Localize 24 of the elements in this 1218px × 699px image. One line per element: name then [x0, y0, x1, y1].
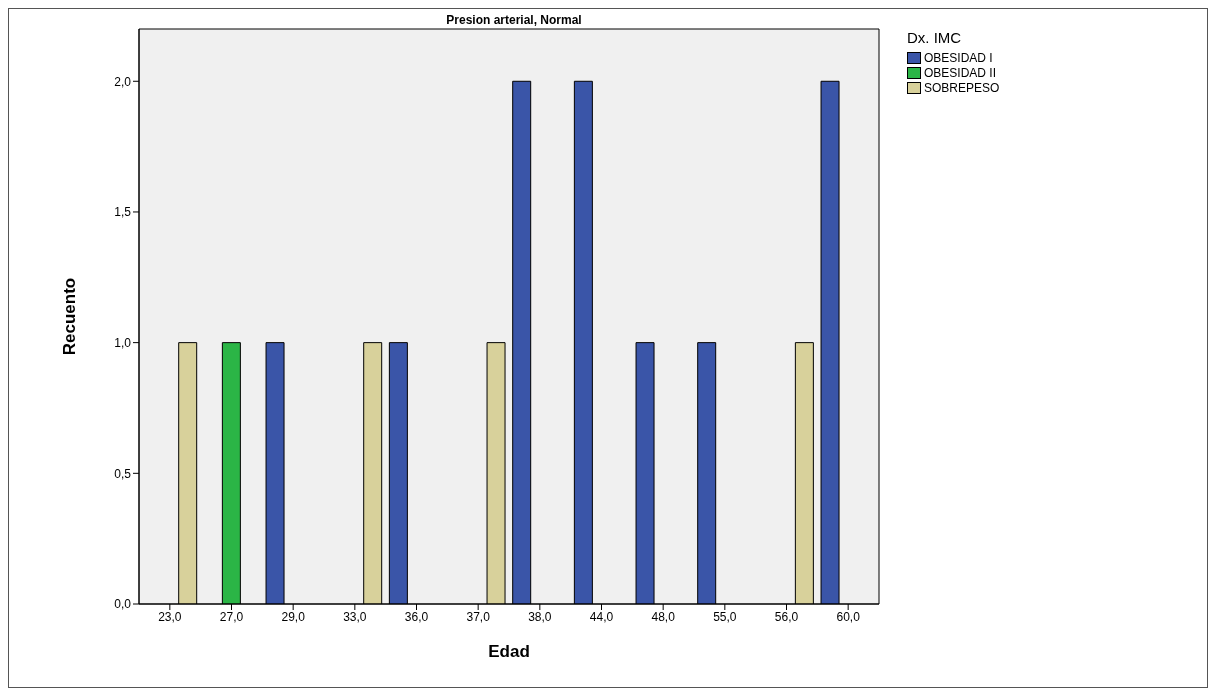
x-tick-label: 55,0 — [713, 609, 737, 624]
x-tick-label: 38,0 — [528, 609, 552, 624]
y-tick-label: 1,5 — [114, 205, 132, 220]
x-tick-label: 48,0 — [651, 609, 676, 624]
y-tick-label: 0,0 — [114, 597, 132, 612]
legend-label: OBESIDAD I — [924, 50, 993, 65]
x-tick-label: 37,0 — [466, 609, 491, 624]
y-tick-label: 1,0 — [114, 335, 132, 350]
x-tick-label: 23,0 — [158, 609, 182, 624]
chart-title: Presion arterial, Normal — [445, 13, 583, 27]
y-tick-label: 0,5 — [114, 466, 132, 481]
legend-title: Dx. IMC — [907, 29, 963, 46]
y-axis-title: Recuento — [60, 277, 80, 356]
legend-label: SOBREPESO — [924, 80, 1000, 95]
y-tick-label: 2,0 — [114, 74, 132, 89]
x-axis-title: Edad — [488, 642, 530, 661]
x-tick-label: 29,0 — [281, 609, 306, 624]
legend-label: OBESIDAD II — [924, 65, 997, 80]
x-tick-label: 33,0 — [343, 609, 367, 624]
x-tick-label: 36,0 — [404, 609, 429, 624]
x-tick-label: 56,0 — [774, 609, 799, 624]
x-tick-label: 27,0 — [219, 609, 244, 624]
x-tick-label: 44,0 — [589, 609, 614, 624]
x-tick-label: 60,0 — [836, 609, 861, 624]
